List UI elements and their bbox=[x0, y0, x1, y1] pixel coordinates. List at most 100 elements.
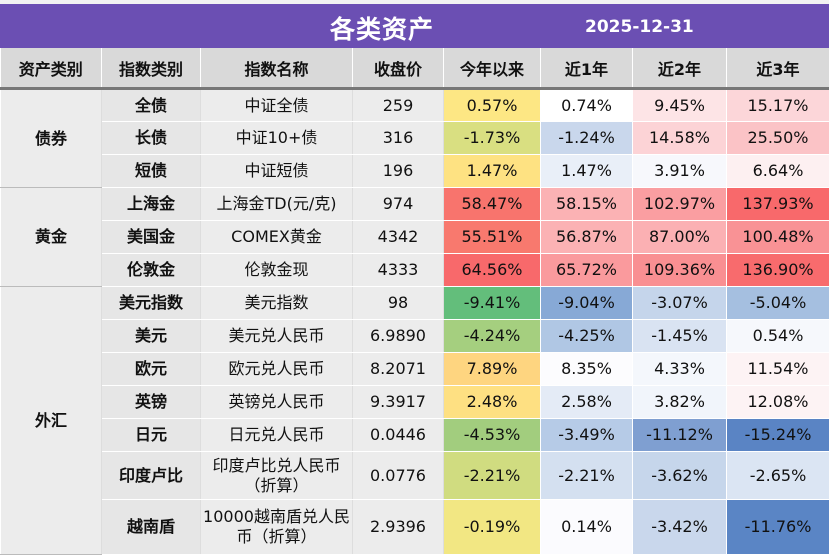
return-cell: 6.64% bbox=[726, 154, 829, 188]
index-category: 美国金 bbox=[101, 220, 201, 254]
index-name: 10000越南盾兑人民币（折算） bbox=[200, 499, 353, 555]
return-cell: 65.72% bbox=[540, 253, 633, 287]
return-cell: 8.35% bbox=[540, 352, 633, 386]
close-price: 9.3917 bbox=[352, 385, 444, 419]
return-cell: -3.62% bbox=[632, 451, 727, 500]
return-cell: -3.07% bbox=[632, 286, 727, 320]
return-cell: 1.47% bbox=[540, 154, 633, 188]
table-row: 美国金 COMEX黄金 4342 55.51% 56.87% 87.00% 100.48% bbox=[1, 220, 829, 254]
page-title: 各类资产 bbox=[330, 15, 435, 44]
return-cell: -4.25% bbox=[540, 319, 633, 353]
return-cell: 102.97% bbox=[632, 187, 727, 221]
return-cell: 0.54% bbox=[726, 319, 829, 353]
return-cell: 0.14% bbox=[540, 499, 633, 555]
close-price: 0.0776 bbox=[352, 451, 444, 500]
return-cell: 64.56% bbox=[443, 253, 541, 287]
table-row: 印度卢比 印度卢比兑人民币（折算） 0.0776 -2.21% -2.21% -3.62%… bbox=[1, 451, 829, 500]
return-cell: -2.21% bbox=[540, 451, 633, 500]
return-cell: -1.24% bbox=[540, 121, 633, 155]
return-cell: 55.51% bbox=[443, 220, 541, 254]
asset-category: 债券 bbox=[0, 88, 102, 188]
return-cell: -11.12% bbox=[632, 418, 727, 452]
column-header: 收盘价 bbox=[352, 48, 444, 90]
return-cell: 15.17% bbox=[726, 88, 829, 122]
return-cell: -9.41% bbox=[443, 286, 541, 320]
return-cell: 11.54% bbox=[726, 352, 829, 386]
return-cell: 58.15% bbox=[540, 187, 633, 221]
return-cell: 3.91% bbox=[632, 154, 727, 188]
return-cell: 137.93% bbox=[726, 187, 829, 221]
return-cell: -3.42% bbox=[632, 499, 727, 555]
close-price: 4342 bbox=[352, 220, 444, 254]
return-cell: 100.48% bbox=[726, 220, 829, 254]
table-row: 日元 日元兑人民币 0.0446 -4.53% -3.49% -11.12% -15.24% bbox=[1, 418, 829, 452]
index-category: 日元 bbox=[101, 418, 201, 452]
return-cell: -4.24% bbox=[443, 319, 541, 353]
close-price: 4333 bbox=[352, 253, 444, 287]
index-category: 美元 bbox=[101, 319, 201, 353]
return-cell: 25.50% bbox=[726, 121, 829, 155]
index-category: 美元指数 bbox=[101, 286, 201, 320]
table-row: 长债 中证10+债 316 -1.73% -1.24% 14.58% 25.50% bbox=[1, 121, 829, 155]
return-cell: -5.04% bbox=[726, 286, 829, 320]
return-cell: 87.00% bbox=[632, 220, 727, 254]
close-price: 0.0446 bbox=[352, 418, 444, 452]
index-category: 长债 bbox=[101, 121, 201, 155]
table-row: 外汇 美元指数 美元指数 98 -9.41% -9.04% -3.07% -5.04% bbox=[0, 286, 829, 555]
table-row: 美元 美元兑人民币 6.9890 -4.24% -4.25% -1.45% 0.54% bbox=[1, 319, 829, 353]
column-header: 指数类别 bbox=[101, 48, 201, 90]
return-cell: -1.45% bbox=[632, 319, 727, 353]
index-name: 上海金TD(元/克) bbox=[200, 187, 353, 221]
asset-category: 黄金 bbox=[0, 187, 102, 287]
return-cell: 0.57% bbox=[443, 88, 541, 122]
index-category: 上海金 bbox=[101, 187, 201, 221]
close-price: 6.9890 bbox=[352, 319, 444, 353]
table-row: 短债 中证短债 196 1.47% 1.47% 3.91% 6.64% bbox=[1, 154, 829, 188]
title-bar: 各类资产 2025-12-31 bbox=[0, 4, 829, 48]
close-price: 8.2071 bbox=[352, 352, 444, 386]
return-cell: 0.74% bbox=[540, 88, 633, 122]
close-price: 98 bbox=[352, 286, 444, 320]
return-cell: 109.36% bbox=[632, 253, 727, 287]
return-cell: -3.49% bbox=[540, 418, 633, 452]
index-name: 日元兑人民币 bbox=[200, 418, 353, 452]
close-price: 2.9396 bbox=[352, 499, 444, 555]
return-cell: -1.73% bbox=[443, 121, 541, 155]
close-price: 974 bbox=[352, 187, 444, 221]
return-cell: 14.58% bbox=[632, 121, 727, 155]
index-category: 伦敦金 bbox=[101, 253, 201, 287]
return-cell: 136.90% bbox=[726, 253, 829, 287]
return-cell: 1.47% bbox=[443, 154, 541, 188]
close-price: 259 bbox=[352, 88, 444, 122]
asset-table: 资产类别 指数类别 指数名称 收盘价 今年以来 近1年 近2年 近3年 债券 全债 中证全债 259… bbox=[0, 48, 829, 555]
index-name: 美元兑人民币 bbox=[200, 319, 353, 353]
asset-category: 外汇 bbox=[0, 286, 102, 555]
return-cell: -0.19% bbox=[443, 499, 541, 555]
index-name: 英镑兑人民币 bbox=[200, 385, 353, 419]
return-cell: -9.04% bbox=[540, 286, 633, 320]
return-cell: 56.87% bbox=[540, 220, 633, 254]
index-category: 短债 bbox=[101, 154, 201, 188]
return-cell: 4.33% bbox=[632, 352, 727, 386]
return-cell: 2.58% bbox=[540, 385, 633, 419]
report-date: 2025-12-31 bbox=[585, 17, 694, 37]
table-row: 欧元 欧元兑人民币 8.2071 7.89% 8.35% 4.33% 11.54% bbox=[1, 352, 829, 386]
column-header: 近2年 bbox=[632, 48, 727, 90]
index-category: 欧元 bbox=[101, 352, 201, 386]
index-name: 伦敦金现 bbox=[200, 253, 353, 287]
return-cell: -2.65% bbox=[726, 451, 829, 500]
column-header: 指数名称 bbox=[200, 48, 353, 90]
return-cell: 3.82% bbox=[632, 385, 727, 419]
return-cell: -2.21% bbox=[443, 451, 541, 500]
index-name: COMEX黄金 bbox=[200, 220, 353, 254]
column-header: 近1年 bbox=[540, 48, 633, 90]
index-category: 英镑 bbox=[101, 385, 201, 419]
column-header: 今年以来 bbox=[443, 48, 541, 90]
return-cell: -4.53% bbox=[443, 418, 541, 452]
close-price: 316 bbox=[352, 121, 444, 155]
column-header: 近3年 bbox=[726, 48, 829, 90]
table-row: 债券 全债 中证全债 259 0.57% 0.74% 9.45% 15.17% bbox=[0, 88, 829, 188]
index-name: 印度卢比兑人民币（折算） bbox=[200, 451, 353, 500]
index-name: 中证短债 bbox=[200, 154, 353, 188]
